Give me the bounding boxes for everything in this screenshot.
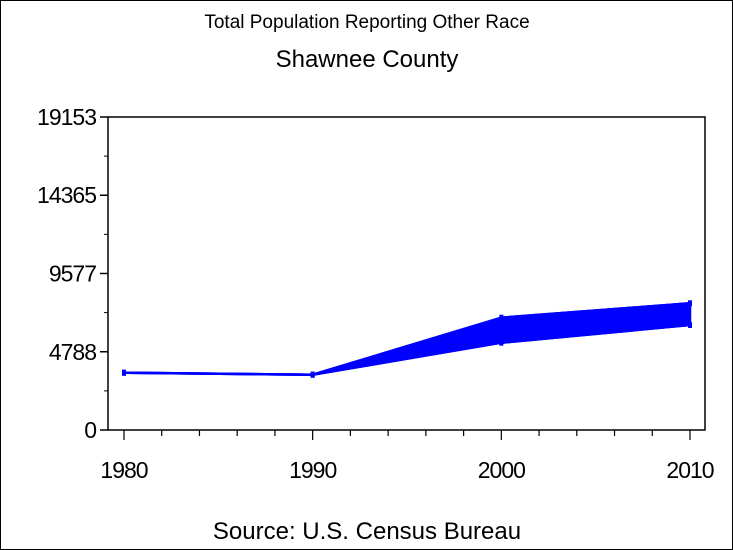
y-tick-label: 4788 <box>49 339 96 365</box>
data-point <box>310 371 315 378</box>
y-tick-label: 0 <box>84 417 96 443</box>
chart-footnote: Source: U.S. Census Bureau <box>213 518 521 545</box>
data-point <box>688 300 692 307</box>
plot-frame <box>107 116 706 431</box>
data-point <box>499 339 504 346</box>
x-tick-label: 1990 <box>289 457 336 483</box>
chart-subtitle: Shawnee County <box>276 46 459 73</box>
y-tick-label: 19153 <box>37 104 96 130</box>
data-point <box>122 369 126 376</box>
y-tick-label: 9577 <box>49 260 96 286</box>
y-tick-label: 14365 <box>37 182 96 208</box>
x-tick-label: 2000 <box>478 457 525 483</box>
series-line-2 <box>123 323 691 376</box>
x-axis: 1980 1990 2000 2010 <box>100 430 715 483</box>
chart-title: Total Population Reporting Other Race <box>204 12 529 33</box>
data-point <box>688 322 692 329</box>
range-band <box>122 302 692 376</box>
x-tick-label: 1980 <box>100 457 147 483</box>
x-tick-label: 2010 <box>666 457 713 483</box>
data-point <box>499 314 504 321</box>
y-axis: 0 4788 9577 14365 19153 <box>37 104 108 443</box>
data-marks <box>122 300 692 378</box>
